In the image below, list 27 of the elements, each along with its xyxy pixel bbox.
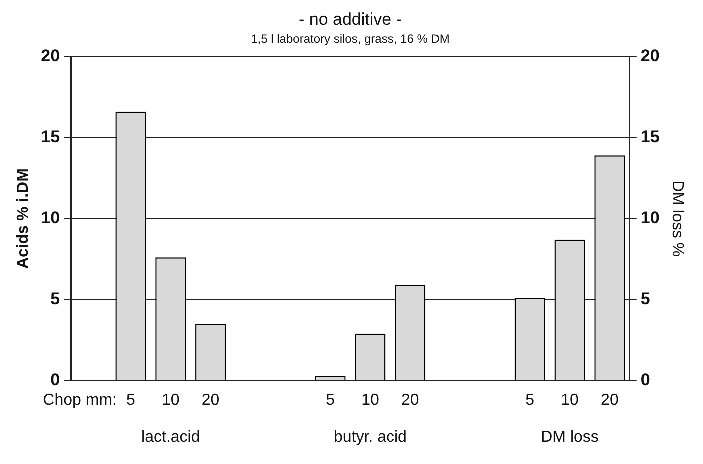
x-tick-label: 5 <box>526 392 535 409</box>
x-tick-label: 5 <box>126 392 136 409</box>
x-tick-label: 10 <box>561 392 580 409</box>
x-tick-label: 10 <box>362 392 380 409</box>
y-tick-label: 0 <box>50 370 60 390</box>
x-tick-label: 20 <box>401 392 420 409</box>
y2-tick-label: 0 <box>640 370 650 390</box>
y2-tick-label: 10 <box>640 208 660 228</box>
y2-tick-label: 15 <box>640 127 660 146</box>
text: lact.acid <box>142 429 200 446</box>
y2-tick-label: 20 <box>640 46 660 66</box>
chart-title: - no additive - <box>299 10 402 29</box>
y-axis-title: Acids % i.DM <box>15 168 32 270</box>
x-tick-label: 10 <box>162 392 180 409</box>
text: butyr. acid <box>334 429 407 446</box>
y-tick-label: 20 <box>41 46 60 66</box>
x-tick-label: 20 <box>202 392 220 409</box>
x-tick-label: 5 <box>326 392 336 409</box>
text: DM loss <box>541 429 599 446</box>
x-tick-label: 20 <box>601 392 619 409</box>
y-tick-label: 5 <box>50 289 60 308</box>
y-tick-label: 15 <box>41 127 60 146</box>
text: Chop mm: <box>43 392 117 410</box>
y2-tick-label: 5 <box>640 289 650 308</box>
y2-axis-title: DM loss % <box>668 180 686 258</box>
y-tick-label: 10 <box>41 208 60 228</box>
chart-subtitle: 1,5 l laboratory silos, grass, 16 % DM <box>251 32 450 46</box>
